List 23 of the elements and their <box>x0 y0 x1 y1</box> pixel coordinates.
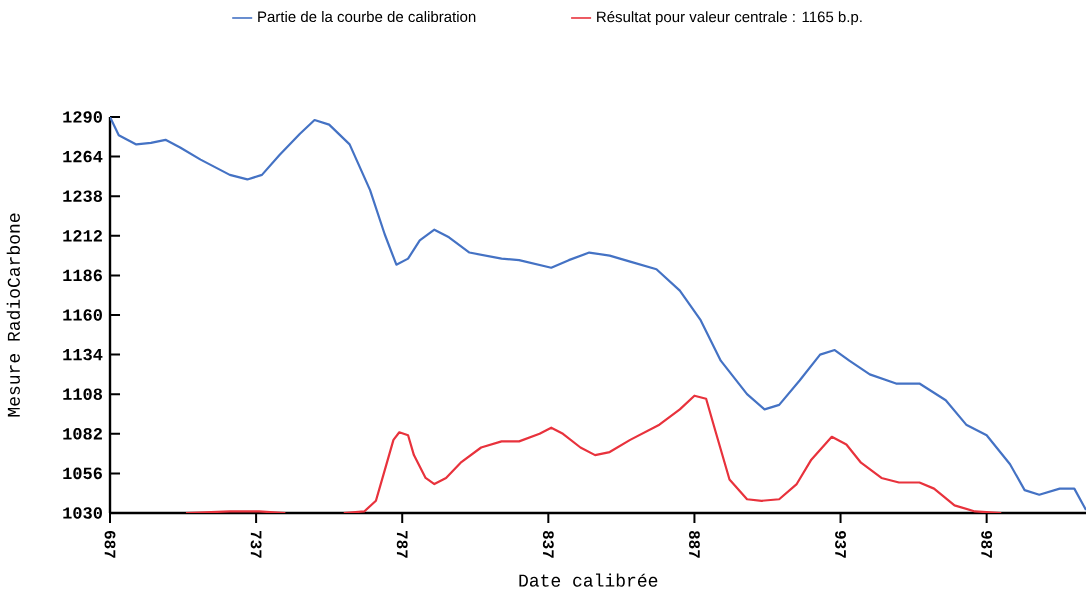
y-tick-label: 1186 <box>63 269 102 282</box>
y-tick-label: 1290 <box>63 111 102 123</box>
y-tick-label: 1030 <box>63 507 102 519</box>
x-tick-label: 837 <box>542 530 554 558</box>
x-tick-label: 737 <box>250 531 262 558</box>
y-tick-label: 1082 <box>63 428 102 440</box>
x-tick-label: 987 <box>981 530 993 558</box>
y-axis-title: Mesure RadioCarbone <box>6 213 20 417</box>
legend-label: Résultat pour valeur centrale : 1165 b.p. <box>597 10 862 26</box>
x-tick-label: 887 <box>689 530 700 558</box>
y-tick-label: 1238 <box>63 190 103 202</box>
line-series <box>110 116 1086 512</box>
x-tick-label: 937 <box>835 530 846 558</box>
y-tick-label: 1108 <box>63 388 103 400</box>
y-tick-label: 1264 <box>63 150 103 163</box>
y-tick-label: 1160 <box>63 309 102 321</box>
y-tick-label: 1056 <box>63 467 102 480</box>
x-tick-label: 687 <box>104 531 116 558</box>
y-tick-label: 1212 <box>63 230 102 242</box>
x-axis-title: Date calibrée <box>519 573 658 587</box>
y-tick-label: 1134 <box>63 348 103 361</box>
x-tick-label: 787 <box>396 531 408 558</box>
legend-label: Partie de la courbe de calibration <box>258 11 476 23</box>
